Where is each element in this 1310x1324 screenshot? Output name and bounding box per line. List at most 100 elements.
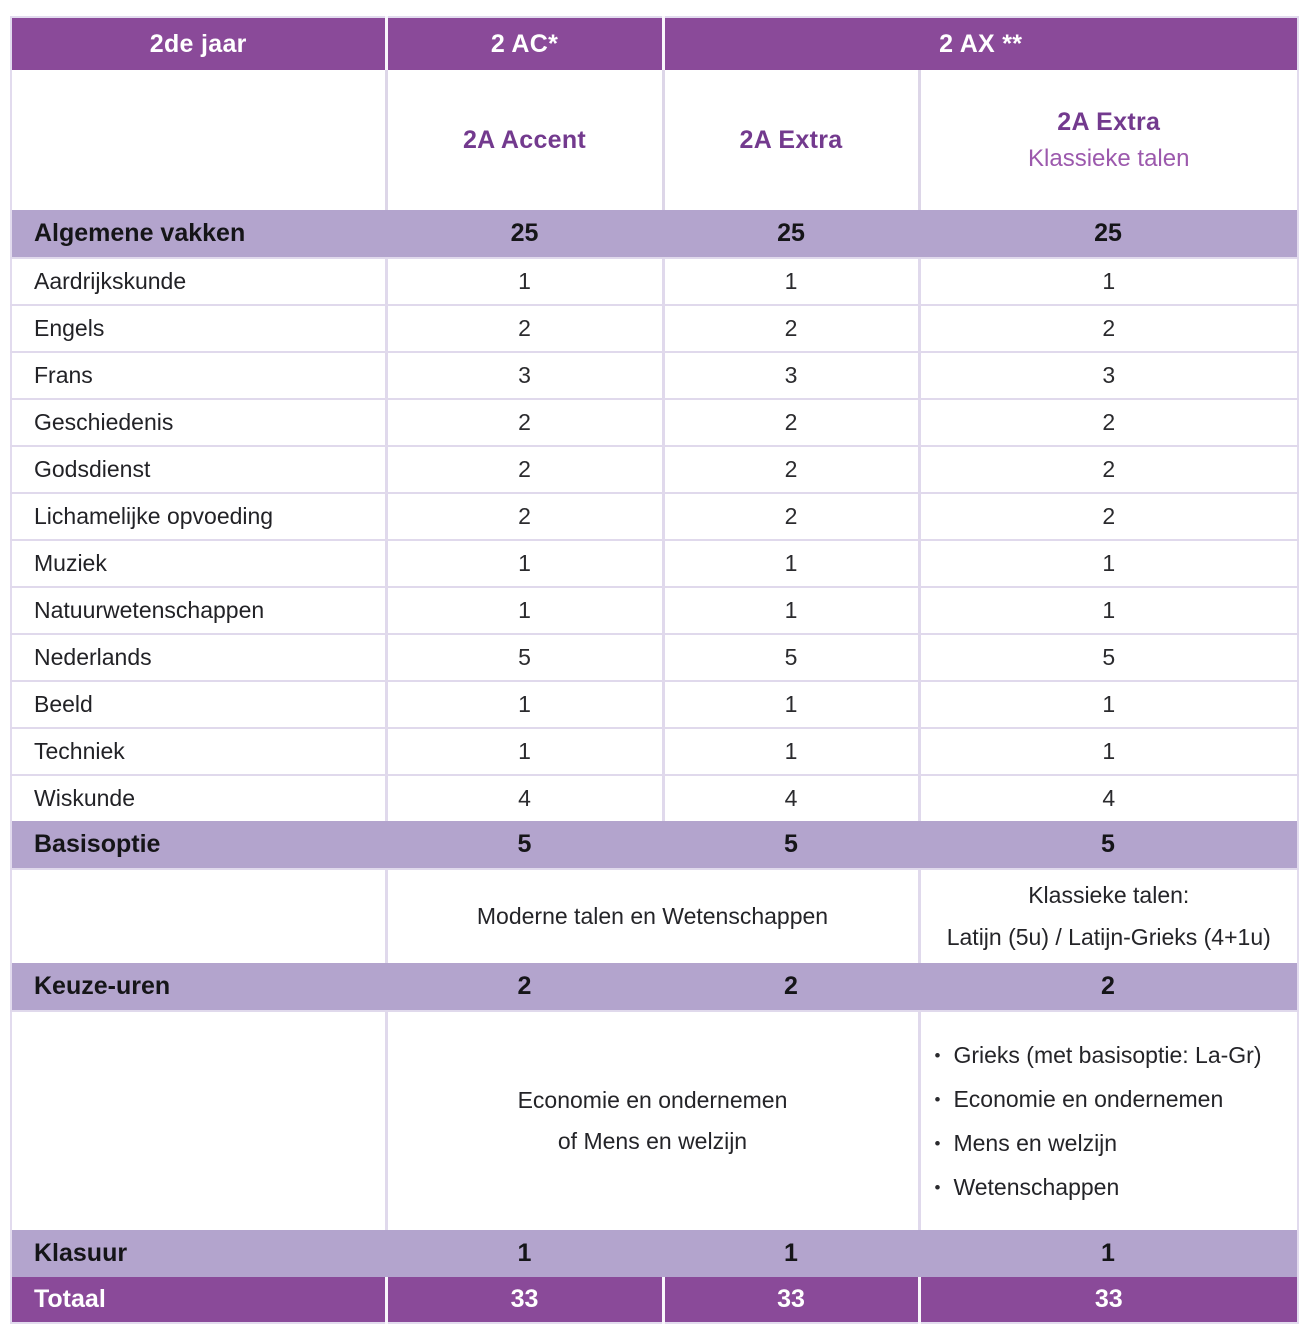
subject-name: Natuurwetenschappen <box>11 586 386 634</box>
subject-name: Engels <box>11 304 386 352</box>
subject-hours: 1 <box>661 680 919 728</box>
subheader-2a-extra-klassiek: 2A Extra Klassieke talen <box>917 70 1298 210</box>
subheader-empty <box>11 70 386 210</box>
subject-hours: 1 <box>917 586 1298 634</box>
subject-name: Nederlands <box>11 633 386 681</box>
header-year: 2de jaar <box>11 17 386 70</box>
basisoptie-note-klassiek: Klassieke talen: Latijn (5u) / Latijn-Gr… <box>917 868 1298 963</box>
header-group-2ac: 2 AC* <box>384 17 663 70</box>
basisoptie-klassiek-line2: Latijn (5u) / Latijn-Grieks (4+1u) <box>946 923 1271 950</box>
total-hours: 33 <box>384 1277 663 1323</box>
header-group-2ax: 2 AX ** <box>661 17 1298 70</box>
subheader-2a-extra: 2A Extra <box>661 70 919 210</box>
subject-hours: 1 <box>917 539 1298 587</box>
subject-hours: 1 <box>384 727 663 775</box>
section-hours: 1 <box>919 1230 1298 1277</box>
subject-hours: 1 <box>661 539 919 587</box>
subject-hours: 5 <box>661 633 919 681</box>
subheader-2a-accent: 2A Accent <box>384 70 663 210</box>
section-label: Klasuur <box>11 1230 386 1277</box>
bullet-text: Mens en welzijn <box>953 1129 1118 1156</box>
section-row-klasuur: Klasuur 1 1 1 <box>11 1230 1298 1277</box>
subject-hours: 1 <box>384 586 663 634</box>
subject-name: Geschiedenis <box>11 398 386 446</box>
total-label: Totaal <box>11 1277 386 1323</box>
section-hours: 1 <box>386 1230 663 1277</box>
subject-hours: 2 <box>661 492 919 540</box>
subject-hours: 4 <box>384 774 663 821</box>
section-hours: 5 <box>919 821 1298 869</box>
subheader-2a-extra-label: 2A Extra <box>739 125 843 154</box>
subject-hours: 2 <box>917 398 1298 446</box>
bullet-text: Wetenschappen <box>953 1173 1120 1200</box>
section-row-algemene-vakken: Algemene vakken 25 25 25 <box>11 210 1298 258</box>
section-label: Algemene vakken <box>11 210 386 258</box>
total-hours: 33 <box>661 1277 919 1323</box>
total-row: Totaal 33 33 33 <box>11 1277 1298 1323</box>
subject-hours: 3 <box>917 351 1298 399</box>
section-hours: 25 <box>919 210 1298 258</box>
section-row-keuze-uren: Keuze-uren 2 2 2 <box>11 963 1298 1011</box>
section-hours: 2 <box>386 963 663 1011</box>
subject-hours: 1 <box>384 680 663 728</box>
table-row: Godsdienst 2 2 2 <box>11 445 1298 493</box>
basisoptie-klassiek-line1: Klassieke talen: <box>1028 882 1190 909</box>
section-hours: 5 <box>386 821 663 869</box>
subject-hours: 5 <box>917 633 1298 681</box>
subject-hours: 4 <box>917 774 1298 821</box>
subject-hours: 1 <box>384 539 663 587</box>
keuze-note-bullets-cell: • Grieks (met basisoptie: La-Gr) • Economi… <box>917 1010 1298 1230</box>
table-row: Frans 3 3 3 <box>11 351 1298 399</box>
keuze-bullet-item: • Grieks (met basisoptie: La-Gr) <box>935 1042 1298 1069</box>
keuze-note-options: Economie en ondernemen of Mens en welzij… <box>384 1010 919 1230</box>
subject-name: Aardrijkskunde <box>11 257 386 305</box>
bullet-icon: • <box>934 1045 941 1065</box>
bullet-icon: • <box>934 1133 941 1153</box>
bullet-text: Economie en ondernemen <box>953 1085 1224 1112</box>
section-label: Keuze-uren <box>11 963 386 1011</box>
table-row: Engels 2 2 2 <box>11 304 1298 352</box>
subject-hours: 2 <box>384 304 663 352</box>
subheader-2a-extra-klassiek-title: 2A Extra <box>1057 107 1161 136</box>
subject-name: Wiskunde <box>11 774 386 821</box>
basisoptie-note-row: Moderne talen en Wetenschappen Klassieke… <box>11 868 1298 963</box>
subheader-row: 2A Accent 2A Extra 2A Extra Klassieke ta… <box>11 70 1298 210</box>
subjects-body: Aardrijkskunde 1 1 1 Engels 2 2 2 Frans … <box>11 257 1298 821</box>
curriculum-table: 2de jaar 2 AC* 2 AX ** 2A Accent 2A Extr… <box>10 16 1299 1324</box>
subject-hours: 1 <box>917 680 1298 728</box>
keuze-note-line1: Economie en ondernemen <box>517 1086 788 1113</box>
subheader-2a-accent-label: 2A Accent <box>462 125 587 154</box>
table-row: Nederlands 5 5 5 <box>11 633 1298 681</box>
subject-name: Godsdienst <box>11 445 386 493</box>
subject-hours: 1 <box>384 257 663 305</box>
subject-name: Techniek <box>11 727 386 775</box>
subject-hours: 2 <box>917 492 1298 540</box>
section-hours: 25 <box>663 210 919 258</box>
keuze-bullet-item: • Economie en ondernemen <box>935 1086 1298 1113</box>
section-hours: 2 <box>919 963 1298 1011</box>
total-hours: 33 <box>917 1277 1298 1323</box>
basisoptie-moderne-text: Moderne talen en Wetenschappen <box>476 902 829 929</box>
keuze-bullet-item: • Wetenschappen <box>935 1174 1298 1201</box>
table-row: Muziek 1 1 1 <box>11 539 1298 587</box>
bullet-icon: • <box>934 1177 941 1197</box>
keuze-bullet-list: • Grieks (met basisoptie: La-Gr) • Economi… <box>921 1042 1298 1201</box>
basisoptie-note-moderne: Moderne talen en Wetenschappen <box>384 868 919 963</box>
subject-hours: 3 <box>384 351 663 399</box>
section-hours: 1 <box>663 1230 919 1277</box>
keuze-note-line2: of Mens en welzijn <box>557 1128 748 1154</box>
keuze-bullet-item: • Mens en welzijn <box>935 1130 1298 1157</box>
subject-hours: 1 <box>661 727 919 775</box>
section-hours: 5 <box>663 821 919 869</box>
section-hours: 2 <box>663 963 919 1011</box>
subject-name: Lichamelijke opvoeding <box>11 492 386 540</box>
table-row: Geschiedenis 2 2 2 <box>11 398 1298 446</box>
subject-hours: 1 <box>917 727 1298 775</box>
table-row: Techniek 1 1 1 <box>11 727 1298 775</box>
subject-name: Muziek <box>11 539 386 587</box>
section-row-basisoptie: Basisoptie 5 5 5 <box>11 821 1298 869</box>
subject-hours: 2 <box>384 492 663 540</box>
table-row: Wiskunde 4 4 4 <box>11 774 1298 821</box>
keuze-note-empty <box>11 1010 386 1230</box>
subject-hours: 2 <box>661 304 919 352</box>
